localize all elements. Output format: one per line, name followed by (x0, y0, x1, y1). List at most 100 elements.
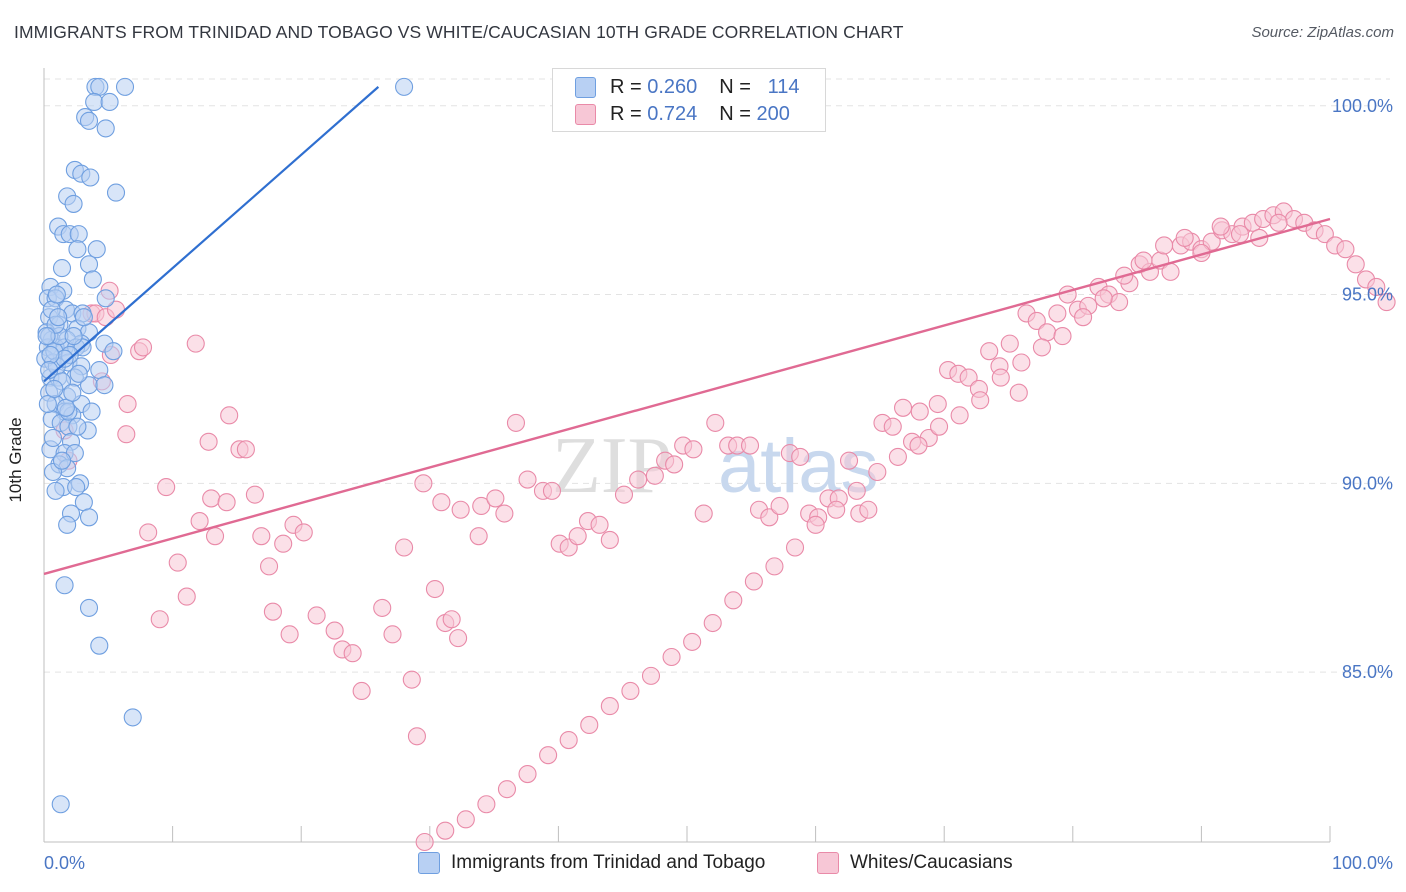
point-whites (263, 602, 282, 621)
point-whites (325, 621, 344, 640)
point-trinidad (47, 285, 66, 304)
chart-source: Source: ZipAtlas.com (1251, 24, 1394, 41)
point-whites (888, 447, 907, 466)
legend-item-whites: Whites/Caucasians (817, 852, 1013, 874)
point-whites (402, 670, 421, 689)
point-whites (684, 440, 703, 459)
point-trinidad (64, 327, 83, 346)
legend-swatch-blue (418, 852, 440, 874)
y-tick-label: 100.0% (1332, 96, 1393, 116)
point-trinidad (56, 398, 75, 417)
point-whites (456, 810, 475, 829)
point-whites (1155, 236, 1174, 255)
point-trinidad (64, 194, 83, 213)
correlation-legend: R = 0.260 N = 114 R = 0.724 N = 200 (552, 68, 826, 132)
point-whites (991, 368, 1010, 387)
series-whites-points (55, 202, 1396, 852)
point-trinidad (82, 402, 101, 421)
point-whites (883, 417, 902, 436)
point-whites (909, 436, 928, 455)
point-whites (190, 512, 209, 531)
point-whites (220, 406, 239, 425)
legend-n-label: N = (719, 75, 751, 98)
legend-row-whites: R = 0.724 N = 200 (575, 102, 790, 126)
point-whites (199, 432, 218, 451)
point-trinidad (58, 515, 77, 534)
legend-swatch-pink (575, 103, 596, 125)
point-trinidad (96, 119, 115, 138)
grid-lines (44, 78, 1390, 673)
point-whites (1074, 308, 1093, 327)
point-whites (1032, 338, 1051, 357)
point-whites (600, 697, 619, 716)
legend-label-trinidad: Immigrants from Trinidad and Tobago (451, 852, 766, 873)
point-whites (1038, 323, 1057, 342)
point-trinidad (52, 259, 72, 278)
point-trinidad (49, 308, 68, 327)
point-whites (245, 485, 264, 504)
point-whites (259, 557, 279, 576)
point-whites (1012, 353, 1031, 372)
point-trinidad (79, 598, 99, 617)
point-whites (236, 440, 255, 459)
point-trinidad (37, 327, 56, 346)
point-whites (451, 500, 470, 519)
point-whites (1027, 311, 1046, 331)
point-whites (928, 394, 947, 414)
point-trinidad (68, 417, 87, 436)
point-whites (785, 538, 805, 557)
trend-line-trinidad (43, 86, 380, 383)
point-trinidad (85, 92, 104, 112)
point-trinidad (104, 342, 123, 361)
point-whites (1048, 304, 1067, 323)
point-whites (1315, 225, 1334, 244)
tick-labels: 100.0% 95.0% 90.0% 85.0% 0.0% 100.0% (44, 96, 1393, 873)
point-whites (770, 496, 789, 516)
point-whites (806, 515, 825, 534)
point-whites (580, 715, 599, 735)
point-whites (168, 553, 187, 572)
point-whites (294, 523, 313, 542)
point-trinidad (68, 240, 87, 259)
series-legend: Immigrants from Trinidad and Tobago Whit… (0, 850, 1406, 878)
point-whites (1094, 289, 1113, 308)
y-tick-label: 90.0% (1342, 473, 1393, 493)
point-whites (600, 530, 619, 550)
point-trinidad (79, 111, 99, 130)
x-tick-label: 0.0% (44, 853, 85, 873)
point-trinidad (41, 345, 60, 364)
legend-row-trinidad: R = 0.260 N = 114 (575, 75, 800, 99)
series-trinidad-points (36, 77, 414, 814)
legend-n-value: 114 (767, 75, 800, 98)
point-whites (827, 500, 846, 519)
point-whites (436, 821, 455, 840)
point-whites (950, 406, 969, 425)
point-trinidad (123, 708, 142, 727)
point-whites (252, 527, 271, 546)
point-trinidad (67, 478, 86, 497)
point-whites (383, 625, 402, 644)
point-whites (1367, 277, 1386, 297)
point-whites (395, 538, 414, 557)
trend-lines (43, 86, 1331, 576)
point-whites (274, 534, 293, 553)
point-whites (133, 338, 153, 357)
point-whites (1053, 327, 1072, 346)
legend-n-value: 200 (756, 102, 790, 125)
point-whites (139, 523, 158, 542)
point-whites (1161, 262, 1180, 281)
point-whites (415, 832, 434, 852)
chart-title: IMMIGRANTS FROM TRINIDAD AND TOBAGO VS W… (14, 22, 904, 42)
point-trinidad (79, 508, 99, 527)
point-whites (117, 425, 136, 444)
point-whites (205, 527, 225, 546)
point-whites (629, 470, 648, 489)
point-whites (217, 493, 236, 512)
point-whites (486, 489, 505, 508)
point-whites (373, 598, 392, 617)
y-tick-label: 95.0% (1342, 285, 1393, 305)
point-whites (665, 455, 684, 474)
legend-swatch-pink (817, 852, 839, 874)
point-whites (477, 795, 496, 814)
point-whites (472, 496, 491, 516)
